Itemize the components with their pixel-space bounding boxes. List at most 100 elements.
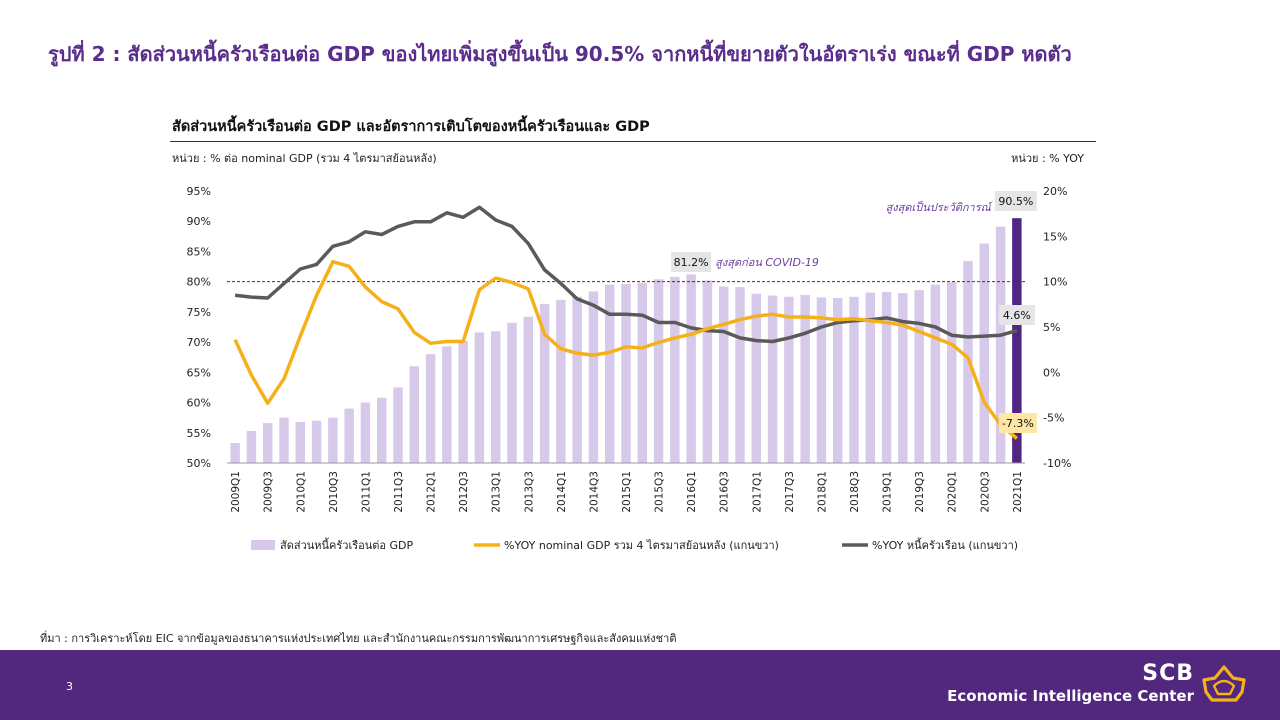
right-axis-unit: หน่วย : % YOY — [1011, 152, 1084, 165]
debt-to-gdp-bar — [279, 417, 289, 463]
debt-to-gdp-bar — [604, 284, 615, 463]
right-axis-tick-label: -5% — [1043, 412, 1064, 425]
legend-label-gdp-growth: %YOY nominal GDP รวม 4 ไตรมาสย้อนหลัง (แ… — [504, 539, 779, 552]
left-axis-tick-label: 80% — [187, 276, 211, 289]
right-axis-tick-label: 10% — [1043, 276, 1067, 289]
debt-growth-value-label: 4.6% — [1003, 309, 1031, 322]
household-debt-chart: 95% 90% 85% 80% 75% 70% 65% 60% 55% 50% 20% 15% 10% 5… — [187, 185, 1072, 552]
left-axis-tick-label: 95% — [187, 185, 211, 198]
debt-to-gdp-bar — [572, 296, 582, 463]
peak-label-box — [671, 252, 712, 272]
scb-lotus-logo-icon — [1202, 665, 1246, 702]
right-axis-tick-label: -10% — [1043, 457, 1071, 470]
x-axis-tick-label: 2021Q1 — [1012, 471, 1024, 513]
x-axis-tick-label: 2015Q3 — [654, 471, 666, 513]
left-axis-tick-label: 65% — [187, 366, 211, 379]
debt-to-gdp-bar — [393, 387, 403, 463]
x-axis-tick-label: 2011Q3 — [393, 471, 405, 513]
x-axis-tick-label: 2018Q1 — [816, 471, 828, 513]
debt-to-gdp-bar — [914, 290, 924, 463]
debt-to-gdp-bar — [556, 299, 566, 463]
x-axis-tick-label: 2013Q1 — [491, 471, 503, 513]
source-note: ที่มา : การวิเคราะห์โดย EIC จากข้อมูลของ… — [40, 632, 677, 645]
debt-to-gdp-bar — [230, 443, 240, 463]
nominal-gdp-growth-line — [233, 259, 1019, 440]
x-axis-tick-label: 2016Q1 — [686, 471, 698, 513]
left-axis-tick-label: 60% — [187, 397, 211, 410]
x-axis-tick-label: 2011Q1 — [360, 471, 372, 513]
x-axis-tick-label: 2020Q3 — [979, 471, 991, 513]
x-axis-tick-label: 2020Q1 — [947, 471, 959, 513]
gdp-growth-label-box — [998, 413, 1037, 433]
debt-to-gdp-bar — [832, 297, 843, 463]
debt-to-gdp-bar — [995, 226, 1006, 463]
record-label-box — [994, 191, 1037, 211]
debt-to-gdp-bar — [800, 294, 810, 463]
debt-to-gdp-bar — [409, 366, 420, 463]
debt-growth-label-box — [998, 305, 1035, 325]
debt-to-gdp-bar — [344, 408, 354, 463]
debt-to-gdp-bar — [474, 332, 485, 463]
x-axis-tick-label: 2018Q3 — [849, 471, 861, 513]
peak-note: สูงสุดก่อน COVID-19 — [715, 256, 819, 269]
debt-to-gdp-bar — [360, 402, 371, 463]
debt-to-gdp-bar — [946, 282, 957, 463]
x-axis-tick-label: 2014Q3 — [588, 471, 600, 513]
debt-to-gdp-bar — [865, 292, 876, 463]
x-axis-tick-label: 2017Q1 — [751, 471, 763, 513]
debt-to-gdp-bar — [637, 282, 648, 463]
record-value-label: 90.5% — [998, 195, 1033, 208]
legend-label-debt-ratio: สัดส่วนหนี้ครัวเรือนต่อ GDP — [280, 537, 414, 552]
left-axis-tick-label: 75% — [187, 306, 211, 319]
debt-to-gdp-bar — [507, 322, 517, 463]
brand-subtitle: Economic Intelligence Center — [947, 687, 1194, 705]
x-axis-tick-label: 2019Q1 — [882, 471, 894, 513]
chart-title: สัดส่วนหนี้ครัวเรือนต่อ GDP และอัตราการเ… — [172, 119, 650, 135]
left-axis-tick-label: 90% — [187, 215, 211, 228]
page-number: 3 — [66, 680, 73, 693]
x-axis-tick-label: 2012Q3 — [458, 471, 470, 513]
right-axis-tick-label: 20% — [1043, 185, 1067, 198]
left-axis-unit: หน่วย : % ต่อ nominal GDP (รวม 4 ไตรมาสย… — [172, 152, 437, 165]
right-axis-tick-label: 15% — [1043, 230, 1067, 243]
debt-to-gdp-bar — [881, 291, 892, 463]
debt-to-gdp-bar — [458, 340, 468, 463]
peak-value-label: 81.2% — [674, 256, 709, 269]
debt-to-gdp-bar — [328, 417, 338, 463]
debt-to-gdp-bar — [784, 296, 794, 463]
right-axis-tick-label: 5% — [1043, 321, 1060, 334]
debt-to-gdp-bar — [539, 304, 550, 463]
left-axis-tick-label: 55% — [187, 427, 211, 440]
x-axis-tick-label: 2009Q3 — [263, 471, 275, 513]
debt-to-gdp-bar — [425, 354, 436, 463]
debt-to-gdp-bar — [523, 316, 534, 463]
right-axis-tick-label: 0% — [1043, 366, 1060, 379]
x-axis-tick-label: 2009Q1 — [230, 471, 242, 513]
x-axis-tick-label: 2010Q3 — [328, 471, 340, 513]
debt-to-gdp-bar — [588, 291, 599, 463]
debt-to-gdp-bar — [930, 284, 941, 463]
x-axis-tick-label: 2012Q1 — [426, 471, 438, 513]
x-axis-tick-label: 2016Q3 — [719, 471, 731, 513]
page-title: รูปที่ 2 : สัดส่วนหนี้ครัวเรือนต่อ GDP ข… — [48, 42, 1072, 66]
left-axis-tick-label: 85% — [187, 245, 211, 258]
debt-to-gdp-bar — [735, 287, 745, 463]
debt-to-gdp-bar — [295, 421, 306, 463]
x-axis-tick-label: 2010Q1 — [295, 471, 307, 513]
debt-to-gdp-bar — [702, 280, 713, 463]
debt-to-gdp-bar — [1012, 218, 1022, 463]
household-debt-growth-line — [234, 205, 1018, 344]
legend-label-debt-growth: %YOY หนี้ครัวเรือน (แกนขวา) — [872, 537, 1018, 552]
gdp-growth-value-label: -7.3% — [1002, 417, 1034, 430]
debt-to-gdp-bar — [718, 286, 729, 463]
debt-to-gdp-bar — [898, 293, 908, 463]
debt-to-gdp-bar — [653, 279, 664, 463]
x-axis-tick-label: 2017Q3 — [784, 471, 796, 513]
debt-to-gdp-bar — [767, 295, 778, 463]
x-axis-tick-label: 2014Q1 — [556, 471, 568, 513]
x-axis-tick-label: 2015Q1 — [621, 471, 633, 513]
left-axis-tick-label: 50% — [187, 457, 211, 470]
debt-to-gdp-bar — [311, 420, 322, 463]
footer-bar: 3 SCB Economic Intelligence Center — [0, 650, 1280, 720]
debt-to-gdp-bar — [979, 243, 990, 463]
